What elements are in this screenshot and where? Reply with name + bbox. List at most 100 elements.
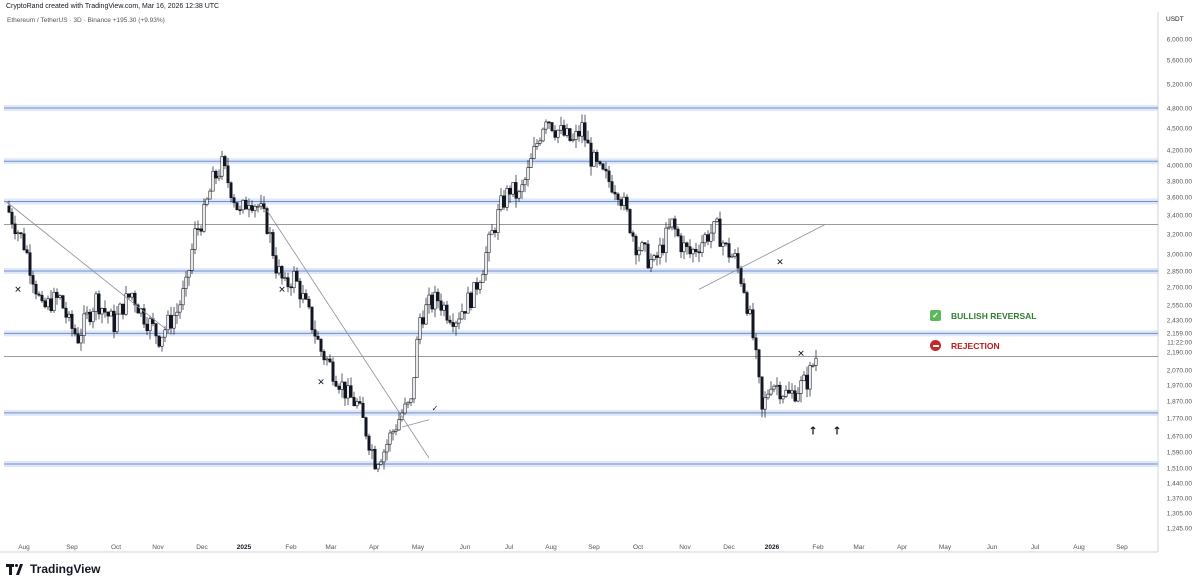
candle-body: [142, 308, 146, 325]
candle-body: [583, 122, 587, 141]
candle-body: [64, 307, 68, 318]
candle-body: [706, 234, 710, 242]
time-tick-label: Oct: [633, 544, 643, 551]
candle-body: [313, 329, 317, 337]
candle-body: [100, 308, 104, 315]
candle-body: [199, 228, 203, 232]
candle-body: [430, 294, 434, 310]
x-marker-icon: ✕: [317, 378, 325, 388]
candle-body: [616, 193, 620, 200]
candle-body: [745, 292, 749, 314]
candle-body: [709, 232, 713, 242]
candle-body: [346, 385, 350, 399]
candle-body: [280, 266, 284, 279]
candle-body: [208, 190, 212, 200]
candle-body: [136, 304, 140, 314]
candle-body: [196, 228, 200, 230]
candle-body: [634, 235, 638, 256]
candle-body: [79, 335, 83, 344]
time-tick-label: 2025: [237, 544, 252, 551]
candle-body: [232, 197, 236, 203]
candle-body: [421, 317, 425, 325]
candle-body: [76, 333, 80, 344]
candle-body: [442, 304, 446, 311]
candle-body: [160, 336, 164, 347]
time-tick-label: Apr: [897, 544, 908, 551]
candle-body: [304, 293, 308, 300]
candle-body: [235, 202, 239, 211]
candle-body: [514, 182, 518, 199]
candle-body: [685, 242, 689, 247]
candle-body: [547, 121, 551, 124]
price-tick-label: 3,600.00: [1167, 195, 1193, 202]
candle-body: [61, 295, 65, 309]
candle-body: [763, 397, 767, 410]
candle-body: [325, 358, 329, 361]
candle-body: [247, 205, 251, 210]
candle-body: [664, 227, 668, 254]
candle-body: [523, 179, 527, 186]
candle-body: [193, 228, 197, 250]
price-tick-label: 1,670.00: [1167, 434, 1193, 441]
candle-body: [427, 294, 431, 306]
candle-body: [586, 139, 590, 144]
candle-body: [736, 253, 740, 269]
price-tick-label: 1,870.00: [1167, 399, 1193, 406]
arrow-up-icon: ↑: [808, 425, 817, 438]
candle-body: [790, 390, 794, 394]
candle-body: [727, 243, 731, 258]
tradingview-logo[interactable]: TradingView: [6, 562, 100, 576]
candle-body: [337, 385, 341, 390]
candle-body: [262, 203, 266, 209]
candle-body: [571, 139, 575, 141]
time-tick-label: Jul: [1031, 544, 1040, 551]
candle-body: [808, 365, 812, 390]
candle-body: [766, 393, 770, 399]
candle-body: [535, 143, 539, 147]
current-price-label: 2,159.00: [1167, 330, 1193, 337]
candle-body: [769, 388, 773, 395]
candle-body: [361, 402, 365, 418]
candle-body: [283, 277, 287, 279]
arrow-up-icon: ↑: [832, 425, 841, 438]
candle-body: [31, 275, 35, 285]
candle-body: [409, 398, 413, 403]
time-tick-label: 2026: [765, 544, 780, 551]
candle-body: [781, 395, 785, 400]
candle-body: [244, 199, 248, 210]
candle-body: [328, 358, 332, 363]
candle-body: [403, 403, 407, 414]
candle-body: [715, 218, 719, 222]
candle-body: [751, 309, 755, 339]
candle-body: [673, 218, 677, 230]
no-entry-icon: [930, 340, 941, 351]
candle-body: [211, 170, 215, 192]
time-tick-label: Mar: [325, 544, 337, 551]
candle-body: [622, 196, 626, 206]
candle-body: [775, 384, 779, 387]
candle-body: [490, 230, 494, 235]
candle-body: [406, 401, 410, 405]
price-tick-label: 1,305.00: [1167, 511, 1193, 518]
candle-body: [721, 242, 725, 247]
candle-body: [292, 270, 296, 289]
candle-body: [265, 208, 269, 234]
candle-body: [169, 314, 173, 329]
price-tick-label: 2,850.00: [1167, 269, 1193, 276]
candle-body: [661, 244, 665, 254]
candle-body: [178, 304, 182, 313]
candle-body: [379, 461, 383, 465]
time-tick-label: Feb: [812, 544, 824, 551]
candle-body: [139, 308, 143, 314]
candle-body: [802, 374, 806, 381]
time-tick-label: Nov: [152, 544, 164, 551]
candle-body: [274, 255, 278, 274]
candle-body: [565, 128, 569, 136]
candle-body: [772, 385, 776, 390]
candle-body: [613, 191, 617, 195]
rejection-annotation: REJECTION: [930, 340, 1000, 351]
candle-body: [97, 293, 101, 315]
check-marker-icon: ✓: [432, 404, 439, 413]
candle-body: [481, 274, 485, 283]
